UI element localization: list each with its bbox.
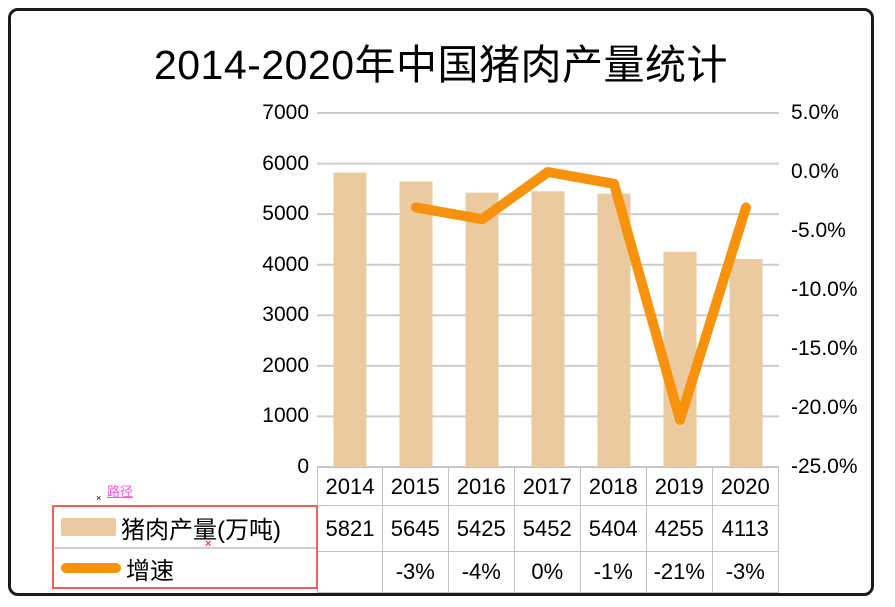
line-series-swatch	[61, 563, 121, 573]
growth-cell: -4%	[447, 551, 515, 593]
production-cell: 5425	[447, 505, 515, 553]
year-cell: 2014	[317, 467, 383, 507]
bar-series-label: 猪肉产量(万吨)	[121, 516, 281, 544]
production-cell: 5452	[513, 505, 581, 553]
left-axis-tick-label: 3000	[262, 303, 309, 327]
growth-cell: -1%	[579, 551, 647, 593]
left-axis-tick-label: 0	[297, 455, 309, 478]
year-cell: 2017	[513, 467, 581, 507]
production-cell: 5821	[317, 505, 383, 553]
growth-cell: 0%	[513, 551, 581, 593]
year-cell: 2019	[645, 467, 713, 507]
growth-cell: -3%	[711, 551, 779, 593]
chart-title: 2014-2020年中国猪肉产量统计	[153, 42, 729, 88]
table-row-years: 2014 2015 2016 2017 2018 2019 2020	[317, 467, 779, 507]
left-y-axis: 7000 6000 5000 4000 3000 2000 1000 0	[221, 101, 309, 478]
table-row-growth: -3% -4% 0% -1% -21% -3%	[317, 551, 779, 593]
production-cell: 5404	[579, 505, 647, 553]
production-cell: 5645	[381, 505, 449, 553]
path-edit-label: 路径	[107, 484, 134, 499]
production-cell: 4113	[711, 505, 779, 553]
table-row-production: 5821 5645 5425 5452 5404 4255 4113	[317, 505, 779, 553]
right-axis-tick-label: -20.0%	[791, 396, 858, 419]
bar-2015	[399, 181, 433, 467]
bar-2017	[531, 191, 565, 467]
left-axis-tick-label: 7000	[262, 101, 309, 124]
right-axis-tick-label: 5.0%	[791, 101, 839, 124]
legend-row-growth: 增速	[54, 547, 316, 587]
chart-frame: 2014-2020年中国猪肉产量统计 7000 6000 5000 4000 3000 2…	[8, 8, 874, 596]
growth-cell: -3%	[381, 551, 449, 593]
right-axis-tick-label: -25.0%	[791, 455, 858, 478]
production-cell: 4255	[645, 505, 713, 553]
bar-2016	[465, 192, 499, 467]
right-y-axis: 5.0% 0.0% -5.0% -10.0% -15.0% -20.0% -25.0%	[791, 101, 871, 478]
growth-cell: -21%	[645, 551, 713, 593]
right-axis-tick-label: -10.0%	[791, 278, 858, 301]
right-axis-tick-label: -15.0%	[791, 337, 858, 360]
bar-2020	[729, 258, 763, 467]
right-axis-tick-label: 0.0%	[791, 160, 839, 183]
red-cross-marker-icon: ×	[205, 538, 212, 550]
left-axis-tick-label: 1000	[262, 404, 309, 428]
bar-series-swatch	[61, 518, 116, 536]
bar-2014	[333, 172, 367, 467]
year-cell: 2020	[711, 467, 779, 507]
data-table: 2014 2015 2016 2017 2018 2019 2020 5821 …	[317, 467, 779, 593]
right-axis-tick-label: -5.0%	[791, 219, 846, 242]
left-axis-tick-label: 5000	[262, 202, 309, 226]
bar-2019	[663, 251, 697, 467]
year-cell: 2018	[579, 467, 647, 507]
year-cell: 2015	[381, 467, 449, 507]
growth-cell	[317, 551, 383, 593]
legend-row-production: 猪肉产量(万吨)	[54, 507, 316, 547]
left-axis-tick-label: 4000	[262, 252, 309, 276]
left-axis-tick-label: 2000	[262, 353, 309, 377]
line-series-label: 增速	[126, 557, 174, 585]
year-cell: 2016	[447, 467, 515, 507]
growth-line	[411, 167, 751, 425]
plot-area	[317, 112, 779, 468]
left-axis-tick-label: 6000	[262, 151, 309, 175]
cross-marker-icon: ×	[96, 493, 102, 503]
legend-box: 猪肉产量(万吨) 增速	[52, 505, 318, 589]
